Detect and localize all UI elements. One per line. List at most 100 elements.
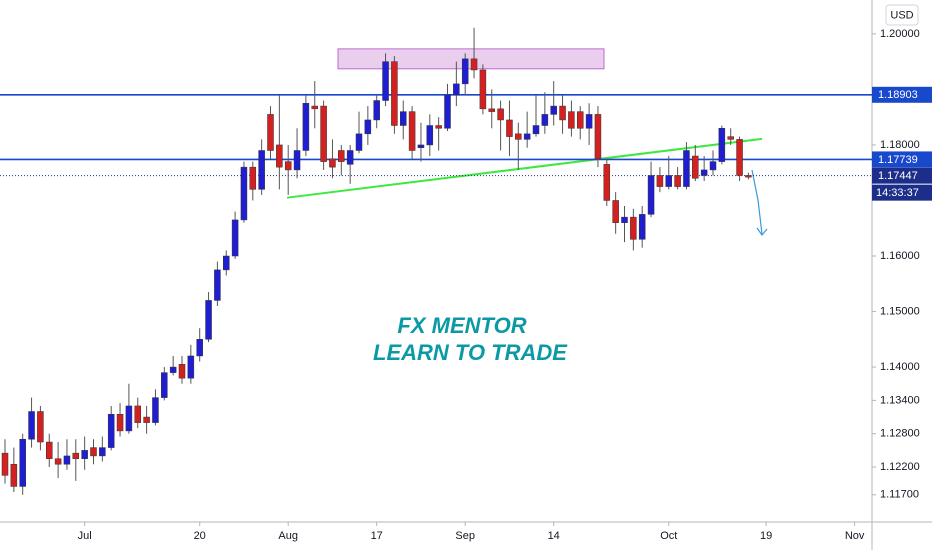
candle-body (745, 175, 752, 178)
candle-body (656, 175, 664, 187)
y-tick-label: 1.12200 (880, 461, 920, 473)
candle-body (161, 372, 168, 398)
candle-body (81, 450, 88, 459)
candle-body (559, 105, 566, 121)
candle-body (727, 136, 734, 140)
candle-body (63, 455, 71, 465)
y-tick-label: 1.15000 (880, 305, 920, 317)
candle-body (736, 139, 743, 176)
watermark-line: FX MENTOR (397, 313, 526, 338)
candle-body (470, 58, 478, 71)
candle-body (488, 108, 495, 112)
candle-body (523, 133, 531, 140)
candle-body (19, 439, 26, 487)
candle-body (700, 169, 708, 176)
candle-body (630, 216, 637, 240)
candle-body (382, 61, 389, 101)
candle-body (329, 158, 336, 168)
y-tick-label: 1.16000 (880, 250, 920, 262)
x-tick-label: Jul (78, 530, 92, 542)
candle-body (240, 166, 248, 221)
x-tick-label: Sep (455, 530, 475, 542)
x-tick-label: 19 (760, 530, 772, 542)
candle-body (364, 119, 372, 135)
countdown-tag (872, 184, 932, 201)
x-tick-label: Nov (845, 530, 865, 542)
candle-body (497, 108, 504, 121)
candle-body (338, 150, 345, 162)
current-price-tag (872, 167, 932, 184)
y-tick-label: 1.20000 (880, 28, 920, 40)
candle-body (568, 111, 575, 129)
candle-body (10, 463, 18, 487)
candles (1, 27, 752, 495)
candle-body (178, 364, 186, 379)
candle-body (400, 111, 407, 126)
candle-body (417, 144, 425, 148)
candle-body (506, 119, 513, 137)
candle-body (196, 339, 203, 357)
current-price-label: 1.17447 (878, 170, 918, 182)
candle-body (461, 58, 469, 85)
candle-body (665, 175, 672, 187)
candle-body (612, 200, 619, 223)
candle-body (444, 94, 451, 129)
y-tick-label: 1.11700 (880, 489, 919, 501)
trendline (286, 137, 763, 199)
watermark-line: LEARN TO TRADE (373, 340, 568, 365)
candle-body (267, 114, 274, 151)
candle-body (231, 219, 239, 257)
candle-body (54, 458, 62, 465)
currency-box[interactable] (885, 4, 919, 26)
candle-body (692, 155, 699, 179)
x-tick-label: 20 (194, 530, 206, 542)
candle-body (718, 128, 726, 162)
y-tick-label: 1.14000 (880, 361, 920, 373)
candle-body (453, 83, 460, 96)
forecast-arrow (751, 169, 768, 236)
candle-body (355, 133, 363, 151)
candle-body (169, 366, 177, 373)
candle-body (258, 150, 265, 190)
candle-body (320, 105, 327, 162)
price-tag-label: 1.18903 (878, 89, 918, 101)
candle-body (1, 452, 9, 476)
candle-body (621, 216, 628, 223)
candle-body (134, 405, 141, 423)
candle-body (107, 414, 115, 448)
candle-body (205, 300, 212, 340)
candle-body (143, 416, 150, 423)
candle-body (541, 114, 549, 126)
candle-body (302, 103, 310, 151)
candle-body (408, 111, 416, 151)
candle-body (373, 100, 380, 121)
x-tick-label: 14 (548, 530, 560, 542)
candle-body (37, 411, 44, 443)
candle-body (479, 69, 487, 110)
candle-body (603, 164, 611, 201)
price-tag (872, 86, 932, 103)
candle-body (638, 214, 646, 240)
candle-body (647, 175, 655, 215)
candle-body (249, 166, 257, 190)
candle-body (125, 405, 133, 432)
candle-body (683, 150, 690, 187)
candle-body (152, 397, 159, 423)
y-tick-label: 1.12800 (880, 428, 920, 440)
candle-body (214, 269, 221, 301)
candle-body (709, 161, 717, 171)
candle-body (276, 144, 283, 168)
currency-label[interactable]: USD (890, 9, 913, 21)
candle-body (594, 114, 602, 160)
y-tick-label: 1.18000 (880, 139, 920, 151)
candle-body (72, 452, 80, 459)
countdown-label: 14:33:37 (876, 187, 919, 199)
candle-body (391, 61, 398, 126)
price-tag-label: 1.17739 (878, 154, 918, 166)
candle-body (532, 125, 540, 135)
candle-body (346, 150, 354, 165)
candle-body (116, 414, 124, 432)
candle-body (577, 111, 584, 129)
candle-body (46, 441, 53, 459)
